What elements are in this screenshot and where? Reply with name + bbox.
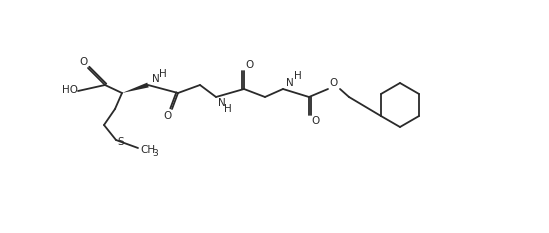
Polygon shape xyxy=(122,83,149,93)
Text: N: N xyxy=(152,74,160,84)
Text: O: O xyxy=(163,111,171,121)
Text: O: O xyxy=(311,116,319,126)
Text: CH: CH xyxy=(141,145,155,155)
Text: H: H xyxy=(224,104,232,114)
Text: H: H xyxy=(294,71,302,81)
Text: HO: HO xyxy=(62,85,78,95)
Text: O: O xyxy=(330,78,338,88)
Text: N: N xyxy=(218,98,226,108)
Text: S: S xyxy=(117,137,124,147)
Text: O: O xyxy=(245,60,253,70)
Text: N: N xyxy=(286,78,294,88)
Text: O: O xyxy=(80,57,88,67)
Text: H: H xyxy=(159,69,167,79)
Text: 3: 3 xyxy=(152,148,158,158)
